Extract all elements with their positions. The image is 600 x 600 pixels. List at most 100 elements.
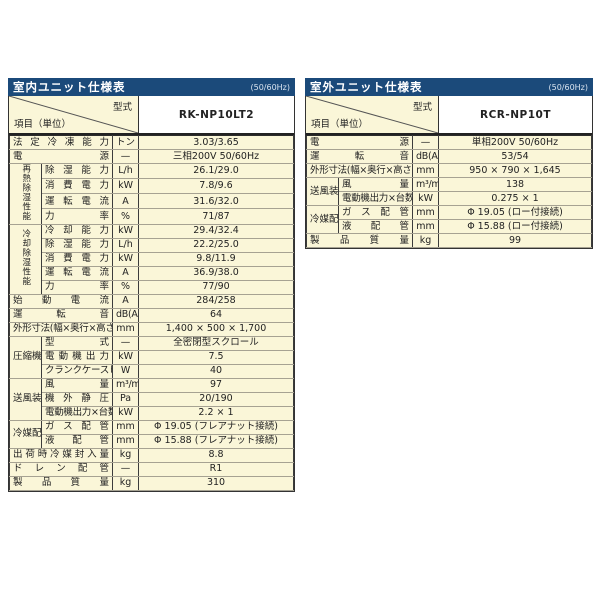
model-type-label: 型式 (412, 102, 432, 113)
spec-unit: kW (412, 191, 440, 206)
spec-label: 風量 (337, 177, 414, 192)
spec-row: 冷媒配管ガス配管mmΦ 19.05 (ロー付接続) (306, 205, 592, 234)
spec-row: 始動電流 A 284/258 (8, 293, 294, 309)
spec-label: 運転音 (305, 149, 414, 164)
spec-unit: mm (412, 205, 440, 220)
spec-value: 9.8/11.9 (138, 251, 294, 267)
spec-label: 機外静圧 (40, 391, 114, 407)
spec-unit: L/h (112, 237, 140, 253)
spec-label: 運転電流 (40, 193, 114, 210)
spec-value: 7.8/9.6 (138, 178, 294, 195)
spec-label: 除湿能力 (40, 162, 114, 180)
spec-unit: kg (412, 233, 440, 248)
spec-unit: mm (412, 163, 440, 178)
spec-label: 運転電流 (40, 265, 114, 281)
indoor-unit-spec-table: 室内ユニット仕様表 (50/60Hz) 型式 項目（単位） RK-NP10LT2… (8, 78, 295, 492)
spec-label: 製品質量 (8, 475, 114, 491)
table-header-bar: 室外ユニット仕様表 (50/60Hz) (305, 78, 593, 96)
spec-label: 製品質量 (305, 233, 414, 248)
spec-label: 電動機出力×台数 (40, 405, 114, 421)
spec-value: 71/87 (138, 208, 294, 225)
item-unit-label: 項目（単位） (14, 119, 72, 130)
table-title: 室外ユニット仕様表 (310, 80, 423, 94)
spec-row: 出荷時冷媒封入量 kg 8.8 (8, 447, 294, 463)
spec-unit: kg (112, 475, 140, 491)
spec-value: 22.2/25.0 (138, 237, 294, 253)
spec-label: 型式 (40, 335, 114, 351)
spec-row: 除湿能力 L/h 22.2/25.0 (10, 237, 294, 253)
spec-row: 電源 — 単相200V 50/60Hz (305, 135, 592, 150)
spec-unit: — (112, 149, 140, 164)
spec-unit: L/h (112, 162, 140, 180)
model-type-label: 型式 (112, 102, 132, 113)
spec-row: 運転音 dB(A) 64 (8, 307, 294, 323)
spec-row: 運転電流 A 31.6/32.0 (10, 193, 294, 210)
spec-row: 法定冷凍能力 トン 3.03/3.65 (8, 135, 294, 150)
spec-unit: % (112, 208, 140, 225)
spec-row: 電源 — 三相200V 50/60Hz (8, 149, 294, 164)
spec-unit: dB(A) (112, 307, 140, 323)
model-header-row: 型式 項目（単位） RK-NP10LT2 (9, 96, 294, 135)
spec-value: 0.275 × 1 (438, 191, 592, 206)
group-label: 冷媒配管 (9, 419, 42, 449)
spec-unit: mm (412, 219, 440, 234)
spec-unit: kW (112, 223, 140, 239)
spec-row: 力率% 77/90 (10, 279, 294, 295)
spec-row: 力率% 71/87 (10, 208, 294, 225)
spec-label: ドレン配管 (8, 461, 114, 477)
spec-row: 冷却除湿性能 冷却能力 kW 29.4/32.4 (9, 223, 294, 295)
spec-row: 電動機出力×台数 kW 2.2 × 1 (10, 405, 294, 421)
group-label: 圧縮機 (9, 335, 42, 379)
spec-table: 法定冷凍能力 トン 3.03/3.65 電源 — 三相200V 50/60Hz 再熱除湿性能… (8, 135, 294, 491)
group-label: 送風装置 (9, 377, 42, 421)
group-label: 送風装置 (306, 177, 339, 206)
spec-unit: — (412, 135, 440, 150)
spec-row: 消費電力 kW 7.8/9.6 (10, 178, 294, 195)
spec-row: 製品質量 kg 310 (8, 475, 294, 491)
spec-label: 始動電流 (8, 293, 114, 309)
spec-row: 運転音 dB(A) 53/54 (305, 149, 592, 164)
spec-unit: dB(A) (412, 149, 440, 164)
spec-value: 8.8 (138, 447, 294, 463)
spec-unit: kW (112, 178, 140, 195)
spec-value: 20/190 (138, 391, 294, 407)
spec-value: 36.9/38.0 (138, 265, 294, 281)
spec-value: 77/90 (138, 279, 294, 295)
spec-label: 電源 (8, 149, 114, 164)
spec-value: Φ 15.88 (ロー付接続) (438, 219, 592, 234)
spec-value: 1,400 × 500 × 1,700 (138, 321, 294, 337)
spec-unit: A (112, 293, 140, 309)
spec-value: 3.03/3.65 (138, 135, 294, 150)
spec-unit: A (112, 265, 140, 281)
table-header-bar: 室内ユニット仕様表 (50/60Hz) (8, 78, 295, 96)
spec-row: 電動機出力×台数 kW 0.275 × 1 (307, 191, 592, 206)
spec-row: 再熱除湿性能 除湿能力 L/h 26.1/29.0 (9, 162, 294, 225)
spec-row: 送風装置風量m³/min138 (306, 177, 592, 206)
spec-row: 外形寸法(幅×奥行×高さ) mm 950 × 790 × 1,645 (305, 163, 592, 178)
spec-value: 53/54 (438, 149, 592, 164)
diagonal-line (306, 96, 438, 133)
spec-value: 64 (138, 307, 294, 323)
spec-unit: m³/min (112, 377, 140, 393)
spec-value: 全密閉型スクロール (138, 335, 294, 351)
spec-label: 冷却能力 (40, 223, 114, 239)
spec-label: 外形寸法(幅×奥行×高さ) (8, 321, 114, 337)
spec-row: 液配管 mm Φ 15.88 (ロー付接続) (307, 219, 592, 234)
spec-label: 運転音 (8, 307, 114, 323)
group-label-text: 再熱除湿性能 (20, 164, 31, 221)
diagonal-line (9, 96, 138, 133)
frequency-label: (50/60Hz) (250, 82, 290, 92)
spec-label: 電動機出力×台数 (337, 191, 414, 206)
group-label: 冷媒配管 (306, 205, 339, 234)
spec-row: 外形寸法(幅×奥行×高さ) mm 1,400 × 500 × 1,700 (8, 321, 294, 337)
spec-row: 消費電力 kW 9.8/11.9 (10, 251, 294, 267)
spec-value: Φ 19.05 (フレアナット接続) (138, 419, 294, 435)
spec-row: 電動機出力 kW 7.5 (10, 349, 294, 365)
spec-unit: — (112, 461, 140, 477)
spec-unit: A (112, 193, 140, 210)
spec-row: 機外静圧 Pa 20/190 (10, 391, 294, 407)
spec-value: Φ 19.05 (ロー付接続) (438, 205, 592, 220)
spec-row: ドレン配管 — R1 (8, 461, 294, 477)
item-unit-label: 項目（単位） (311, 119, 369, 130)
